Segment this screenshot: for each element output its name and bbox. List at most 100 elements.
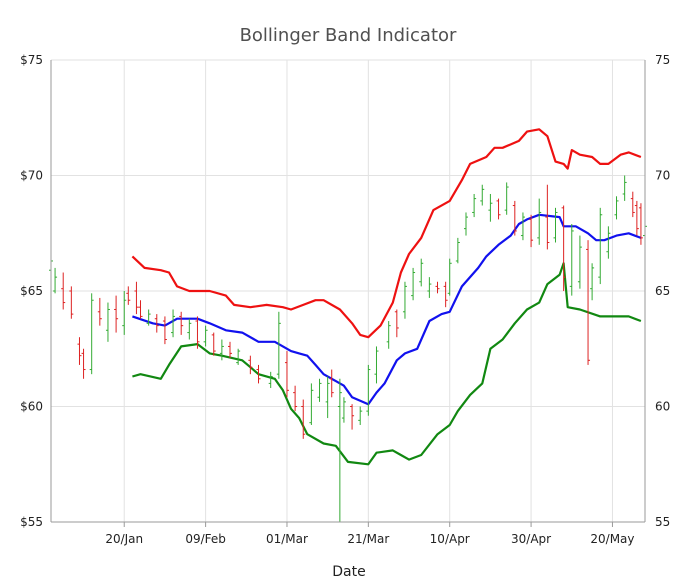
price-bar [350,404,355,430]
price-bar [317,378,322,402]
price-bar [358,406,363,425]
price-bar [114,295,119,333]
price-bars [49,175,647,522]
price-bar [488,193,493,222]
price-bar [622,175,627,201]
price-bar [146,309,151,326]
price-bar [598,207,603,285]
grid [51,59,645,523]
price-bar [480,184,485,206]
y-tick-label-right: 60 [655,400,670,414]
price-bar [435,281,440,294]
price-bar [162,316,167,345]
chart-title: Bollinger Band Indicator [240,25,457,46]
y-tick-label-left: $65 [20,284,43,298]
price-bar [561,205,566,291]
price-bar [89,293,94,375]
x-tick-label: 20/Jan [105,532,143,546]
price-bar [614,196,619,220]
y-tick-label-right: 70 [655,169,670,183]
y-tick-label-left: $55 [20,515,43,529]
price-bar [81,348,86,379]
price-bar [203,325,208,347]
price-bar [537,198,542,245]
price-bar [443,281,448,308]
price-bar [520,212,525,241]
x-tick-label: 01/Mar [266,532,308,546]
price-bar [455,237,460,264]
x-tick-label: 21/Mar [347,532,389,546]
price-bar [256,364,261,384]
price-bar [529,214,534,248]
price-bar [496,198,501,220]
price-bar [126,286,131,305]
price-bar [248,355,253,375]
upper-band-line [131,128,642,339]
y-tick-label-right: 55 [655,515,670,529]
price-bar [590,263,595,301]
price-bar [53,267,58,294]
price-bar [545,184,550,250]
price-bar [374,346,379,384]
price-bar [606,226,611,259]
price-bar [187,318,192,340]
price-bar [122,291,127,335]
y-tick-label-left: $60 [20,400,43,414]
price-bar [419,258,424,287]
price-bar [179,311,184,335]
y-tick-label-right: 75 [655,53,670,67]
price-bar [268,371,273,389]
price-bar [171,309,176,338]
price-bar [447,258,452,296]
price-bar [276,311,281,379]
price-bar [61,272,66,310]
price-bar [69,286,74,319]
price-bar [569,224,574,296]
price-bar [512,200,517,236]
price-bar [293,385,298,412]
axes: $55 55 $60 60 $65 65 $70 70 $75 75 20/Jan 09/Feb 01/… [20,53,670,546]
price-bar [329,369,334,398]
price-bar [284,351,289,398]
price-bar [301,399,306,439]
x-tick-label: 30/Apr [511,532,551,546]
y-tick-label-left: $70 [20,169,43,183]
x-tick-label: 20/May [590,532,634,546]
price-bar [504,182,509,215]
price-bar [630,191,635,218]
price-bar [134,281,139,315]
y-tick-label-left: $75 [20,53,43,67]
y-tick-label-right: 65 [655,284,670,298]
price-bar [195,316,200,349]
price-bar [366,364,371,416]
price-bar [337,378,342,522]
price-bar [634,200,639,236]
price-bar [154,314,159,333]
price-bar [472,193,477,218]
price-bar [411,267,416,301]
price-bar [236,348,241,365]
price-bar [553,207,558,243]
price-bar [394,309,399,338]
price-bar [138,300,143,319]
middle-band-line [132,213,642,406]
price-bar [586,240,591,365]
x-tick-label: 10/Apr [430,532,470,546]
price-bar [309,383,314,425]
price-bar [386,321,391,349]
lower-band-line [132,262,642,466]
price-bar [325,376,330,419]
price-bar [219,339,224,361]
price-bar [427,277,432,298]
price-bar [402,281,407,319]
x-tick-label: 09/Feb [185,532,226,546]
bands [131,128,642,466]
price-bar [105,302,110,342]
price-bar [638,203,643,245]
price-bar [97,297,102,326]
price-bar [463,212,468,236]
price-bar [211,332,216,356]
price-bar [577,235,582,289]
price-bar [341,397,346,423]
